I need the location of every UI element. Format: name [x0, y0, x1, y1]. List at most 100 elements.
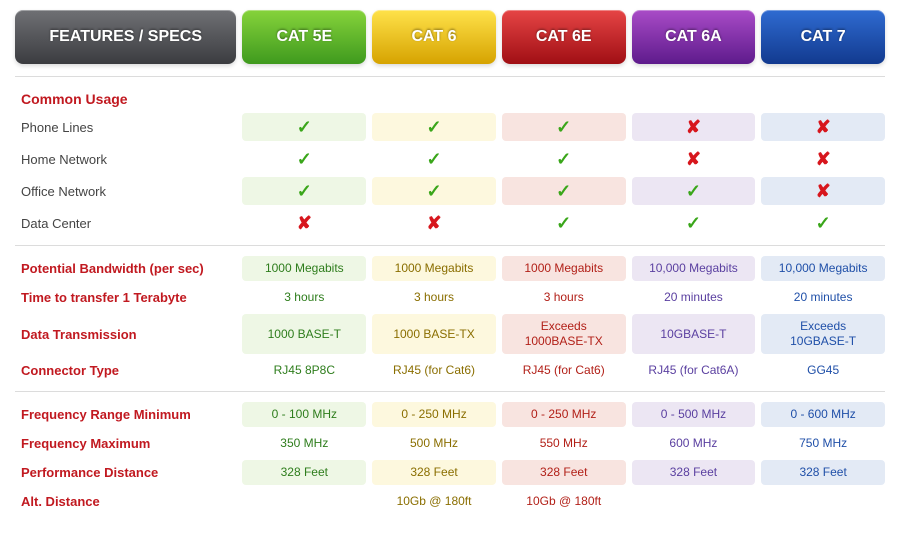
- cell-cat6e: ✓: [502, 145, 626, 173]
- cell-cat6a: 10GBASE-T: [632, 314, 756, 354]
- cell-cat6a: 600 MHz: [632, 431, 756, 456]
- cross-icon: ✘: [686, 150, 701, 168]
- cell-cat6: ✓: [372, 177, 496, 205]
- cell-cat7: 328 Feet: [761, 460, 885, 485]
- cell-cat6a: ✓: [632, 209, 756, 237]
- cell-cat6e: ✓: [502, 177, 626, 205]
- cell-cat6a: RJ45 (for Cat6A): [632, 358, 756, 383]
- cell-cat5e: ✓: [242, 177, 366, 205]
- table-row: Data Transmission1000 BASE-T1000 BASE-TX…: [15, 314, 885, 354]
- check-icon: ✓: [556, 182, 571, 200]
- cell-cat6a: 20 minutes: [632, 285, 756, 310]
- check-icon: ✓: [556, 150, 571, 168]
- cell-cat7: ✘: [761, 177, 885, 205]
- cell-cat5e: ✓: [242, 145, 366, 173]
- check-icon: ✓: [297, 150, 312, 168]
- cell-cat6e: 550 MHz: [502, 431, 626, 456]
- cell-cat6e: 328 Feet: [502, 460, 626, 485]
- cross-icon: ✘: [816, 118, 831, 136]
- cross-icon: ✘: [816, 150, 831, 168]
- cell-cat6: 1000 Megabits: [372, 256, 496, 281]
- check-icon: ✓: [556, 214, 571, 232]
- cell-cat6a: 0 - 500 MHz: [632, 402, 756, 427]
- cell-cat5e: 3 hours: [242, 285, 366, 310]
- cell-cat6: 0 - 250 MHz: [372, 402, 496, 427]
- cell-cat6e: 10Gb @ 180ft: [502, 489, 626, 514]
- cell-cat6e: Exceeds 1000BASE-TX: [502, 314, 626, 354]
- table-row: Connector TypeRJ45 8P8CRJ45 (for Cat6)RJ…: [15, 358, 885, 383]
- divider: [15, 391, 885, 392]
- check-icon: ✓: [816, 214, 831, 232]
- table-row: Frequency Maximum350 MHz500 MHz550 MHz60…: [15, 431, 885, 456]
- cell-cat6a: 10,000 Megabits: [632, 256, 756, 281]
- table-row: Home Network ✓ ✓ ✓ ✘ ✘: [15, 145, 885, 173]
- table-row: Performance Distance328 Feet328 Feet328 …: [15, 460, 885, 485]
- cell-cat7: GG45: [761, 358, 885, 383]
- divider: [15, 245, 885, 246]
- table-row: Phone Lines ✓ ✓ ✓ ✘ ✘: [15, 113, 885, 141]
- divider: [15, 76, 885, 77]
- row-label: Home Network: [15, 145, 236, 173]
- header-row: FEATURES / SPECS CAT 5ECAT 6CAT 6ECAT 6A…: [15, 10, 885, 64]
- cell-cat7: ✘: [761, 113, 885, 141]
- cell-cat6a: [632, 489, 756, 514]
- cell-cat6e: RJ45 (for Cat6): [502, 358, 626, 383]
- cell-cat5e: [242, 489, 366, 514]
- cell-cat7: [761, 489, 885, 514]
- header-col-cat5e: CAT 5E: [242, 10, 366, 64]
- cell-cat5e: 0 - 100 MHz: [242, 402, 366, 427]
- cross-icon: ✘: [426, 214, 441, 232]
- check-icon: ✓: [686, 214, 701, 232]
- table-row: Potential Bandwidth (per sec)1000 Megabi…: [15, 256, 885, 281]
- header-col-cat6e: CAT 6E: [502, 10, 626, 64]
- header-col-cat6: CAT 6: [372, 10, 496, 64]
- cell-cat6e: 0 - 250 MHz: [502, 402, 626, 427]
- cell-cat7: ✓: [761, 209, 885, 237]
- section-title: Common Usage: [15, 87, 885, 113]
- header-features-label: FEATURES / SPECS: [49, 28, 202, 45]
- cell-cat5e: 328 Feet: [242, 460, 366, 485]
- cell-cat7: 20 minutes: [761, 285, 885, 310]
- row-label: Performance Distance: [15, 460, 236, 485]
- check-icon: ✓: [426, 118, 441, 136]
- cross-icon: ✘: [816, 182, 831, 200]
- row-label: Data Transmission: [15, 314, 236, 354]
- check-icon: ✓: [297, 118, 312, 136]
- cell-cat6e: 3 hours: [502, 285, 626, 310]
- cell-cat5e: 1000 BASE-T: [242, 314, 366, 354]
- cross-icon: ✘: [297, 214, 312, 232]
- row-label: Office Network: [15, 177, 236, 205]
- cell-cat5e: ✓: [242, 113, 366, 141]
- cell-cat5e: RJ45 8P8C: [242, 358, 366, 383]
- cell-cat6: 3 hours: [372, 285, 496, 310]
- row-label: Frequency Range Minimum: [15, 402, 236, 427]
- header-col-cat7: CAT 7: [761, 10, 885, 64]
- row-label: Time to transfer 1 Terabyte: [15, 285, 236, 310]
- cell-cat6a: ✓: [632, 177, 756, 205]
- cell-cat6a: ✘: [632, 145, 756, 173]
- cell-cat6: 500 MHz: [372, 431, 496, 456]
- cell-cat6e: ✓: [502, 113, 626, 141]
- cell-cat6a: 328 Feet: [632, 460, 756, 485]
- table-row: Alt. Distance10Gb @ 180ft10Gb @ 180ft: [15, 489, 885, 514]
- cell-cat6a: ✘: [632, 113, 756, 141]
- check-icon: ✓: [556, 118, 571, 136]
- check-icon: ✓: [297, 182, 312, 200]
- row-label: Phone Lines: [15, 113, 236, 141]
- cell-cat5e: 1000 Megabits: [242, 256, 366, 281]
- cell-cat6: RJ45 (for Cat6): [372, 358, 496, 383]
- row-label: Alt. Distance: [15, 489, 236, 514]
- table-row: Time to transfer 1 Terabyte3 hours3 hour…: [15, 285, 885, 310]
- cell-cat6: ✘: [372, 209, 496, 237]
- cell-cat7: 0 - 600 MHz: [761, 402, 885, 427]
- table-row: Office Network ✓ ✓ ✓ ✓ ✘: [15, 177, 885, 205]
- check-icon: ✓: [686, 182, 701, 200]
- cell-cat5e: 350 MHz: [242, 431, 366, 456]
- cell-cat6: ✓: [372, 145, 496, 173]
- table-row: Frequency Range Minimum0 - 100 MHz0 - 25…: [15, 402, 885, 427]
- cell-cat6e: ✓: [502, 209, 626, 237]
- cell-cat7: ✘: [761, 145, 885, 173]
- header-features: FEATURES / SPECS: [15, 10, 236, 64]
- cell-cat5e: ✘: [242, 209, 366, 237]
- row-label: Potential Bandwidth (per sec): [15, 256, 236, 281]
